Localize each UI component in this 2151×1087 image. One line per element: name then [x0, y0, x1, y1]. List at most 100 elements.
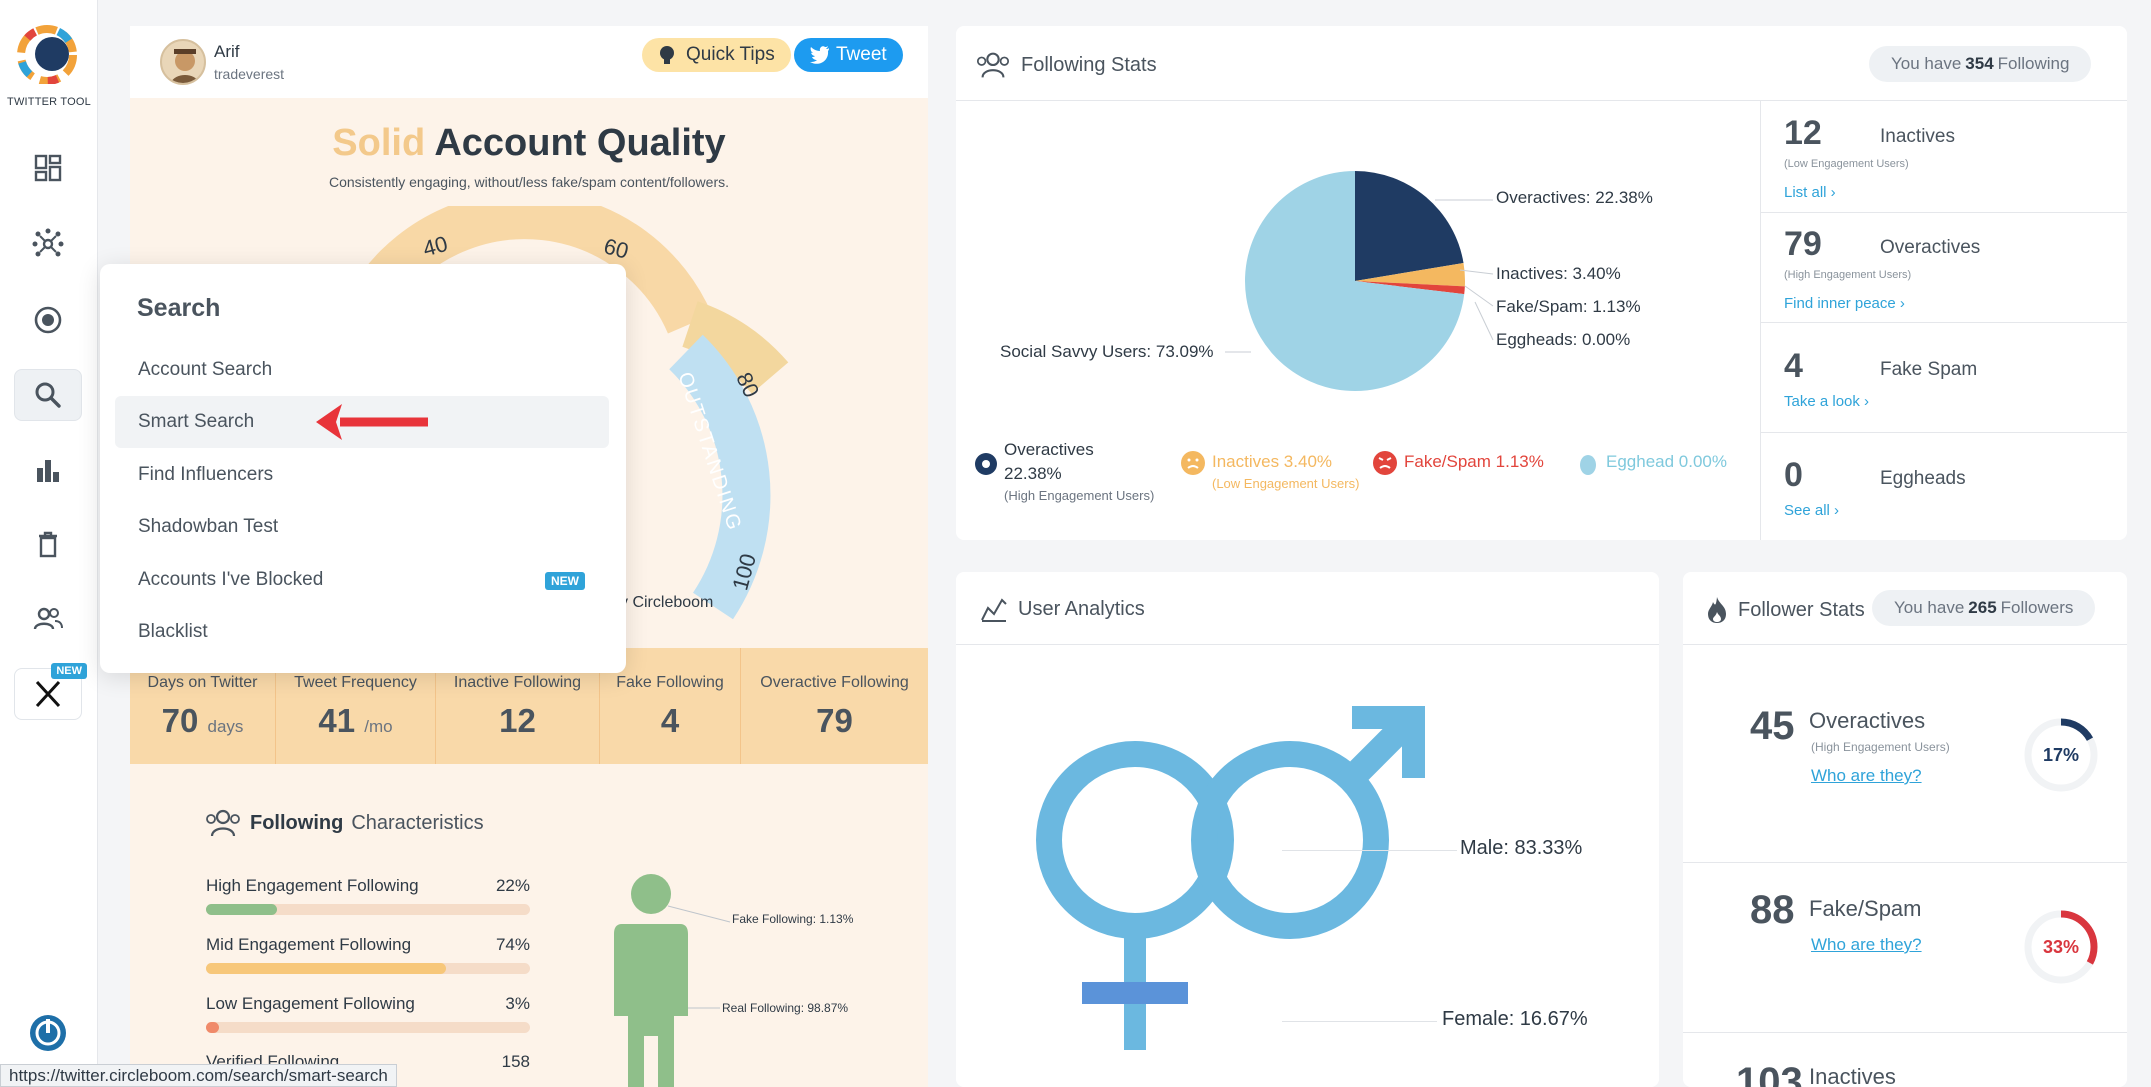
nav-x[interactable]: NEW — [14, 663, 87, 720]
menu-item-blacklist[interactable]: Blacklist — [138, 621, 208, 642]
side-stat-number: 79 — [1784, 225, 1822, 263]
quick-tips-label: Quick Tips — [686, 44, 775, 65]
divider — [1760, 100, 1761, 540]
users-icon — [206, 809, 240, 837]
pie-slice-inactives[interactable] — [1355, 262, 1465, 287]
pie-slice-overactives[interactable] — [1355, 171, 1464, 281]
legend-label: Egghead 0.00% — [1606, 452, 1727, 471]
status-bar-url: https://twitter.circleboom.com/search/sm… — [0, 1064, 397, 1087]
find-inner-peace-link[interactable]: Find inner peace › — [1784, 295, 1905, 312]
male-symbol-arrow-shaft — [1335, 715, 1415, 795]
menu-item-find-influencers[interactable]: Find Influencers — [138, 464, 274, 485]
nav-delete[interactable] — [14, 518, 82, 570]
bar-pct: 3% — [505, 994, 530, 1013]
engagement-bar-high: High Engagement Following 22% — [206, 876, 530, 915]
new-badge: NEW — [545, 572, 585, 590]
overactives-ring — [2024, 718, 2098, 792]
avatar[interactable] — [160, 39, 206, 85]
stat-label: Overactive Following — [760, 674, 909, 691]
real-following-label: Real Following: 98.87% — [722, 1001, 848, 1015]
bar-track — [206, 904, 530, 915]
twitter-bird-icon — [810, 46, 829, 64]
fs-name: Inactives — [1809, 1064, 1896, 1087]
overactive-icon — [975, 453, 997, 475]
fake-following-label: Fake Following: 1.13% — [732, 912, 854, 926]
quality-level: Solid — [332, 122, 426, 164]
engagement-bar-mid: Mid Engagement Following 74% — [206, 935, 530, 974]
power-icon — [30, 1015, 66, 1051]
list-all-link[interactable]: List all › — [1784, 184, 1836, 201]
nav-analytics[interactable] — [14, 444, 82, 496]
stat-days-on-twitter: Days on Twitter 70 days — [130, 648, 276, 764]
divider — [1760, 432, 2127, 433]
male-symbol-arrow-head — [1352, 706, 1425, 778]
divider — [956, 644, 1659, 645]
circleboom-logo[interactable] — [16, 24, 78, 84]
fs-number: 45 — [1750, 704, 1795, 748]
pie-slice-social-savvy-users[interactable] — [1245, 171, 1465, 391]
pie-label-fake: Fake/Spam: 1.13% — [1496, 297, 1641, 316]
divider — [1683, 862, 2127, 863]
nav-followers[interactable] — [14, 593, 82, 645]
quality-title-text: Account Quality — [434, 122, 726, 164]
pie-leader-lines — [1225, 199, 1494, 353]
stat-label: Inactive Following — [453, 674, 582, 691]
user-analytics-title-text: User Analytics — [1018, 597, 1145, 620]
target-icon — [34, 306, 62, 334]
search-icon — [35, 382, 61, 408]
quick-tips-button[interactable]: Quick Tips — [642, 38, 791, 72]
user-name: Arif — [214, 42, 240, 61]
bar-pct: 74% — [495, 935, 530, 954]
divider — [1683, 644, 2127, 645]
legend-label: Overactives — [1004, 440, 1094, 459]
tweet-button[interactable]: Tweet — [794, 38, 903, 72]
quality-title: Solid Account Quality — [130, 122, 928, 165]
take-a-look-link[interactable]: Take a look › — [1784, 393, 1870, 410]
person-body — [614, 924, 688, 1087]
side-stat-number: 12 — [1784, 114, 1822, 152]
stat-value: 70 days — [161, 702, 244, 739]
user-analytics-card — [956, 572, 1659, 1087]
divider — [956, 100, 2127, 101]
who-are-they-link[interactable]: Who are they? — [1811, 935, 1922, 954]
menu-item-shadowban-test[interactable]: Shadowban Test — [138, 516, 279, 537]
female-percentage: Female: 16.67% — [1442, 1008, 1588, 1030]
nav-network[interactable] — [14, 218, 82, 270]
pie-label-overactives: Overactives: 22.38% — [1496, 188, 1653, 207]
menu-item-accounts-blocked[interactable]: Accounts I've Blocked NEW — [115, 554, 609, 606]
see-all-link[interactable]: See all › — [1784, 502, 1840, 519]
menu-item-account-search[interactable]: Account Search — [138, 359, 273, 380]
fs-name: Fake/Spam — [1809, 896, 1922, 921]
side-stat-name: Fake Spam — [1880, 359, 1978, 380]
engagement-bar-low: Low Engagement Following 3% — [206, 994, 530, 1033]
bar-pct: 22% — [495, 876, 530, 895]
nav-search[interactable] — [14, 369, 82, 421]
follower-stats-title-text: Follower Stats — [1738, 598, 1865, 621]
leader-line — [1464, 285, 1494, 307]
who-are-they-link[interactable]: Who are they? — [1811, 766, 1922, 785]
side-stat-name: Overactives — [1880, 237, 1981, 258]
users-icon — [976, 52, 1010, 78]
pie-slice-fake-spam[interactable] — [1355, 281, 1465, 295]
user-handle: tradeverest — [214, 66, 285, 82]
following-characteristics-title: Following Characteristics — [204, 808, 484, 838]
side-stat-number: 4 — [1784, 347, 1803, 385]
female-leader-line — [1282, 1021, 1437, 1022]
stat-value: 4 — [660, 702, 680, 739]
male-percentage: Male: 83.33% — [1460, 837, 1583, 859]
trash-icon — [39, 531, 57, 558]
avatar-image — [170, 49, 200, 83]
following-count-pill: You have 354 Following — [1869, 46, 2092, 82]
ring-arc — [2024, 910, 2098, 984]
user-analytics-title: User Analytics — [980, 596, 1145, 622]
stat-label: Tweet Frequency — [294, 674, 417, 691]
nav-circle[interactable] — [14, 294, 82, 346]
real-vs-fake-figure: Fake Following: 1.13% Real Following: 98… — [614, 874, 854, 1087]
following-stats-title-text: Following Stats — [1021, 53, 1157, 76]
pie-label-savvy: Social Savvy Users: 73.09% — [1000, 342, 1214, 361]
nav-dashboard[interactable] — [14, 142, 82, 194]
nav-power[interactable] — [28, 1013, 68, 1053]
stat-value: 79 — [816, 702, 853, 739]
pie-label-eggheads: Eggheads: 0.00% — [1496, 330, 1631, 349]
person-head — [631, 874, 671, 914]
